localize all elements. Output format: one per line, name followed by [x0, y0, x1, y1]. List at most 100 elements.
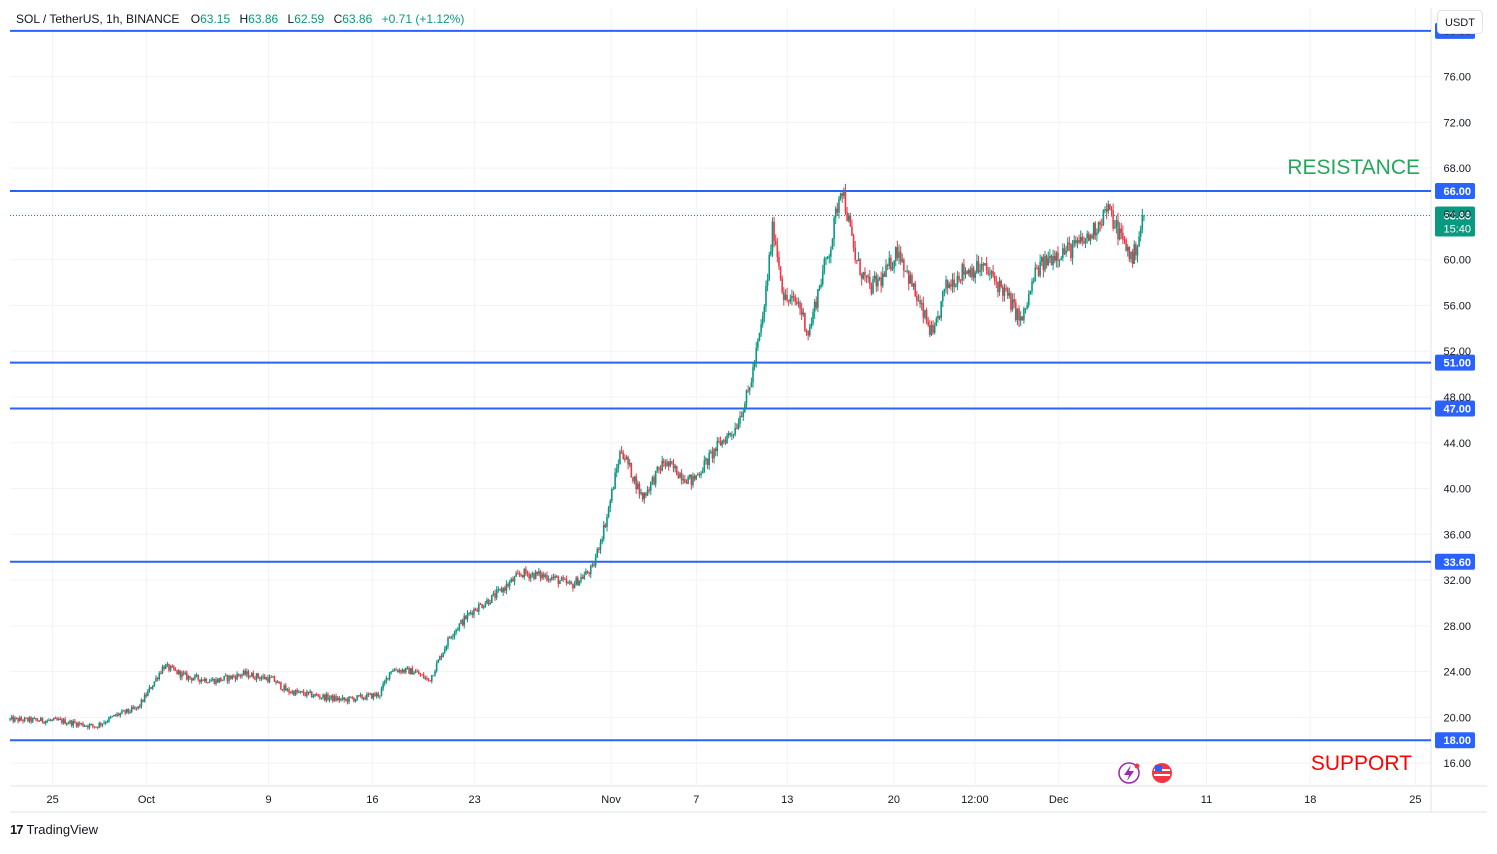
candle-body: [857, 258, 860, 261]
candle-body: [564, 578, 566, 580]
candle-body: [134, 707, 136, 709]
candle-body: [701, 471, 704, 474]
change-value: +0.71 (+1.12%): [381, 12, 465, 26]
candle-body: [903, 259, 905, 271]
candle-body: [156, 677, 159, 680]
level-badge: [1435, 354, 1475, 371]
candle-body: [1138, 236, 1140, 247]
candle-body: [263, 676, 266, 680]
candle-body: [640, 492, 642, 495]
tradingview-attribution[interactable]: 17 TradingView: [10, 822, 98, 837]
candle-body: [479, 604, 482, 606]
candle-body: [1032, 281, 1035, 283]
candle-body: [740, 416, 743, 418]
candle-body: [515, 573, 517, 577]
candle-body: [1031, 281, 1033, 292]
symbol-title[interactable]: SOL / TetherUS, 1h, BINANCE: [16, 12, 180, 26]
level-badge: [1435, 732, 1475, 749]
candle-body: [372, 693, 375, 699]
candle-body: [974, 272, 977, 278]
candle-body: [1042, 257, 1045, 271]
candle-body: [818, 286, 821, 290]
candle-body: [817, 289, 819, 308]
candle-body: [891, 267, 894, 270]
candle-body: [296, 690, 298, 693]
price-tick-label: 32.00: [1443, 575, 1471, 587]
symbol-legend: SOL / TetherUS, 1h, BINANCE O63.15 H63.8…: [16, 12, 470, 26]
candle-body: [91, 724, 94, 727]
candle-body: [346, 699, 349, 702]
us-flag-icon[interactable]: [1152, 763, 1172, 783]
candle-body: [218, 678, 221, 683]
candle-body: [1039, 261, 1041, 276]
candle-body: [46, 720, 49, 722]
candle-body: [448, 637, 451, 639]
candle-body: [226, 675, 229, 682]
candle-body: [1068, 242, 1071, 245]
candle-body: [706, 458, 709, 466]
time-tick-label: 9: [266, 794, 272, 806]
candle-body: [606, 516, 608, 528]
candle-body: [907, 270, 910, 284]
candle-body: [791, 295, 793, 299]
candle-body: [604, 524, 607, 528]
candle-body: [424, 677, 427, 679]
candle-body: [698, 474, 701, 476]
candle-body: [967, 269, 970, 274]
candle-body: [602, 524, 605, 540]
candle-body: [452, 636, 454, 638]
candle-body: [439, 655, 441, 660]
candle-body: [114, 714, 117, 716]
candle-body: [408, 667, 410, 674]
candle-body: [460, 620, 462, 624]
candle-body: [122, 710, 125, 712]
candle-body: [757, 340, 759, 348]
candle-body: [124, 710, 126, 713]
candle-body: [893, 261, 895, 268]
candle-body: [1104, 209, 1106, 211]
time-axis[interactable]: 25 Oct 9 16 23 Nov 7 13 20 12:00 Dec 11 18 25: [47, 794, 1422, 806]
candle-body: [260, 677, 263, 680]
candle-body: [299, 691, 302, 693]
candle-body: [779, 266, 782, 279]
candle-body: [187, 676, 190, 680]
candle-body: [1078, 239, 1080, 243]
candle-body: [1021, 316, 1024, 321]
candle-body: [906, 270, 908, 272]
candle-body: [53, 717, 55, 720]
candle-body: [418, 671, 420, 675]
lightning-icon[interactable]: [1118, 762, 1140, 784]
candle-body: [633, 476, 636, 482]
candle-body: [468, 612, 470, 614]
candle-body: [499, 588, 501, 590]
candle-body: [1131, 251, 1134, 264]
candle-body: [471, 612, 474, 615]
time-tick-label: 7: [693, 794, 699, 806]
open-value: 63.15: [200, 12, 231, 26]
candle-body: [361, 694, 363, 699]
price-axis[interactable]: 80.0076.0072.0068.0064.0060.0056.0052.00…: [1443, 26, 1471, 770]
candle-body: [1062, 248, 1064, 258]
candle-body: [369, 693, 371, 695]
candle-body: [169, 666, 172, 671]
candle-body: [236, 673, 238, 680]
candle-body: [74, 721, 76, 723]
candle-body: [990, 271, 993, 274]
candle-body: [57, 718, 60, 720]
candle-body: [223, 675, 225, 680]
event-icons[interactable]: [1118, 762, 1172, 784]
time-tick-label: 16: [366, 794, 378, 806]
candle-body: [1055, 252, 1058, 261]
candle-body: [473, 608, 475, 615]
support-label: SUPPORT: [1311, 752, 1412, 775]
low-value: 62.59: [294, 12, 325, 26]
candle-body: [1109, 204, 1111, 210]
currency-button[interactable]: USDT: [1437, 10, 1483, 34]
candle-body: [894, 247, 897, 262]
close-label: C: [333, 12, 343, 26]
candle-body: [325, 694, 328, 701]
candle-body: [1105, 209, 1108, 212]
candle-body: [1079, 236, 1082, 243]
